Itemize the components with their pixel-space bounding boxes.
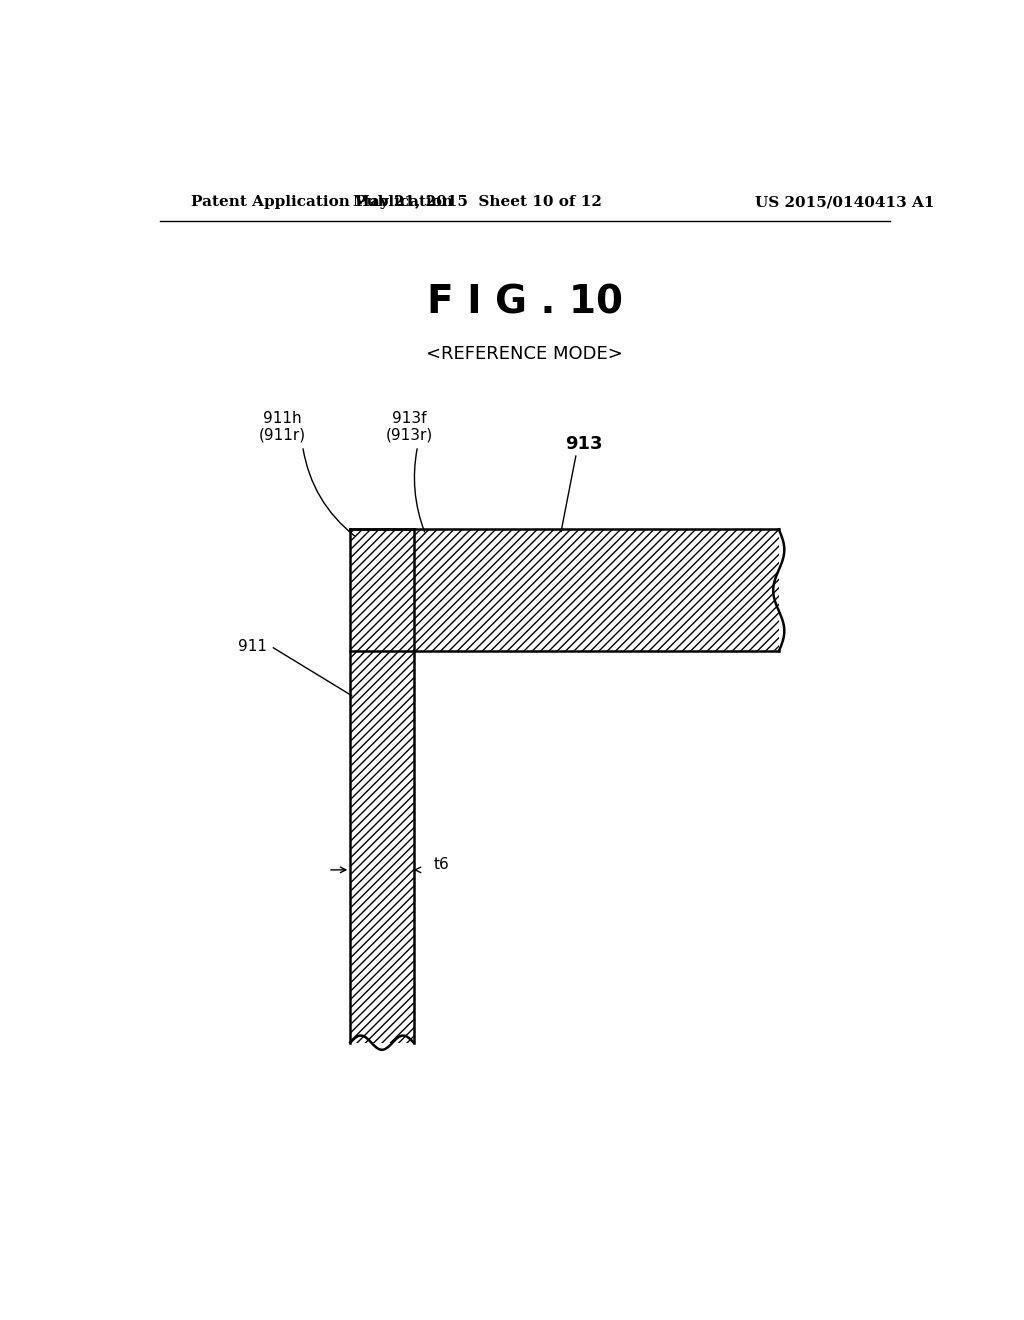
Text: Patent Application Publication: Patent Application Publication: [191, 195, 454, 209]
Text: 911h
(911r): 911h (911r): [259, 411, 306, 444]
Text: t6: t6: [433, 857, 450, 873]
Text: 911: 911: [238, 639, 267, 653]
Text: May 21, 2015  Sheet 10 of 12: May 21, 2015 Sheet 10 of 12: [352, 195, 602, 209]
Text: 913: 913: [565, 436, 603, 453]
Bar: [350, 529, 778, 651]
Text: 913f
(913r): 913f (913r): [386, 411, 433, 444]
Text: US 2015/0140413 A1: US 2015/0140413 A1: [755, 195, 935, 209]
Bar: [350, 529, 414, 1043]
Text: <REFERENCE MODE>: <REFERENCE MODE>: [426, 345, 624, 363]
Text: F I G . 10: F I G . 10: [427, 284, 623, 322]
